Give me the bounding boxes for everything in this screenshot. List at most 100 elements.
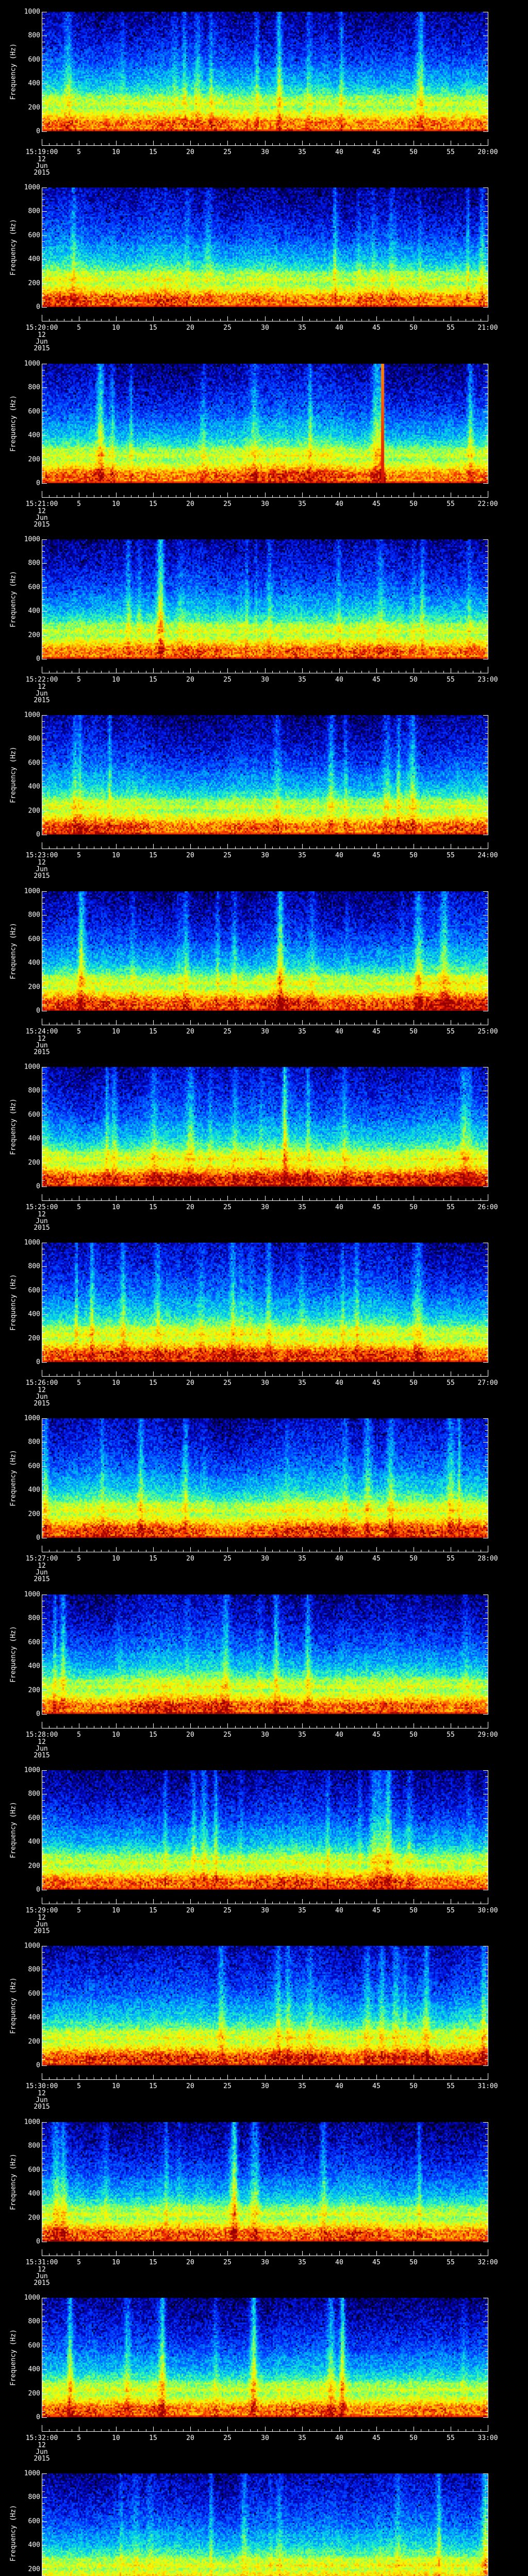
date-line: 2015 [34, 345, 50, 352]
y-tick [485, 557, 488, 558]
x-tick-label: 10 [112, 2434, 120, 2442]
x-tick-label: 10 [112, 500, 120, 508]
y-tick [483, 283, 488, 284]
x-tick-label: 25 [223, 1204, 232, 1211]
x-tick [257, 671, 258, 673]
x-tick [346, 1550, 347, 1552]
x-tick [250, 1023, 251, 1025]
x-tick-label: 50 [409, 1907, 418, 1914]
y-tick-label: 200 [28, 2214, 40, 2222]
y-tick [42, 247, 45, 248]
x-tick [116, 2251, 117, 2256]
y-tick-label: 200 [28, 1862, 40, 1870]
x-tick [272, 319, 273, 321]
date-line: Jun [36, 2273, 48, 2280]
y-tick [485, 2152, 488, 2153]
y-tick [485, 2188, 488, 2189]
y-tick [483, 83, 488, 84]
x-tick [428, 1198, 429, 1200]
x-tick [242, 1198, 243, 1200]
x-tick [168, 2429, 169, 2431]
x-tick [242, 1550, 243, 1552]
x-tick [168, 1023, 169, 1025]
y-tick [42, 1326, 45, 1327]
x-tick [272, 1550, 273, 1552]
y-tick [485, 217, 488, 218]
date-line: Jun [36, 690, 48, 698]
x-tick [242, 495, 243, 497]
y-tick [485, 265, 488, 266]
x-tick-label: 10 [112, 676, 120, 684]
spectrogram-canvas [42, 12, 488, 131]
x-tick-label: 35 [298, 2082, 306, 2090]
x-tick [153, 2075, 154, 2079]
y-tick [42, 65, 45, 66]
x-tick [376, 1020, 377, 1025]
x-tick [354, 1023, 355, 1025]
x-tick [198, 143, 199, 145]
x-tick-label: 25 [223, 1555, 232, 1563]
y-tick [483, 587, 488, 588]
x-tick-label: 25 [223, 2259, 232, 2266]
x-tick [49, 1023, 50, 1025]
x-tick [49, 1374, 50, 1376]
x-tick [354, 1726, 355, 1728]
y-tick [42, 1830, 45, 1831]
x-tick [138, 2429, 139, 2431]
x-tick-label: 25 [223, 324, 232, 332]
x-tick [272, 2429, 273, 2431]
y-tick [485, 2527, 488, 2528]
x-tick [116, 1899, 117, 1904]
y-tick [42, 1818, 47, 1819]
x-tick [235, 1023, 236, 1025]
x-tick [198, 495, 199, 497]
x-tick [101, 1374, 102, 1376]
x-tick [242, 846, 243, 849]
x-tick-label: 40 [335, 500, 343, 508]
x-tick-label: 20 [186, 500, 194, 508]
y-tick [42, 1478, 45, 1479]
y-tick-label: 200 [28, 2565, 40, 2573]
x-tick-label: 50 [409, 2434, 418, 2442]
y-tick [42, 969, 45, 970]
x-tick [443, 1902, 444, 1904]
end-time-label: 28:00 [477, 1555, 498, 1563]
y-tick [483, 211, 488, 212]
x-tick [235, 671, 236, 673]
spectrogram-canvas [42, 364, 488, 483]
y-tick [42, 241, 45, 242]
x-tick-label: 45 [372, 500, 381, 508]
y-tick [485, 2235, 488, 2236]
x-tick [49, 2077, 50, 2079]
start-time-label: 15:19:00 [25, 148, 58, 156]
y-tick [42, 1150, 45, 1151]
y-tick [485, 2351, 488, 2352]
x-tick [361, 1726, 362, 1728]
date-line: 2015 [34, 697, 50, 704]
y-tick [485, 2047, 488, 2048]
x-tick [242, 1726, 243, 1728]
x-tick [205, 846, 206, 849]
x-tick [250, 1902, 251, 1904]
x-tick-label: 30 [261, 1204, 269, 1211]
end-time-label: 22:00 [477, 500, 498, 508]
x-tick [205, 1198, 206, 1200]
y-tick [42, 957, 45, 958]
x-tick [220, 671, 221, 673]
x-tick-label: 55 [447, 1204, 455, 1211]
date-line: 2015 [34, 1224, 50, 1232]
axes: 0 200 400 600 800 1000 5 10 15 20 25 30 35 40 45 50 55 15… [0, 1415, 528, 1595]
x-tick [279, 846, 280, 849]
x-tick [354, 1198, 355, 1200]
y-tick [42, 2029, 45, 2030]
y-tick [485, 1302, 488, 1303]
y-tick-label: 800 [28, 2317, 40, 2326]
y-tick [42, 2128, 45, 2129]
x-tick [250, 1198, 251, 1200]
y-tick-label: 400 [28, 1134, 40, 1143]
end-time-label: 26:00 [477, 1204, 498, 1211]
x-tick [324, 1198, 325, 1200]
x-tick [257, 2077, 258, 2079]
x-tick [361, 2429, 362, 2431]
y-tick [485, 1678, 488, 1679]
